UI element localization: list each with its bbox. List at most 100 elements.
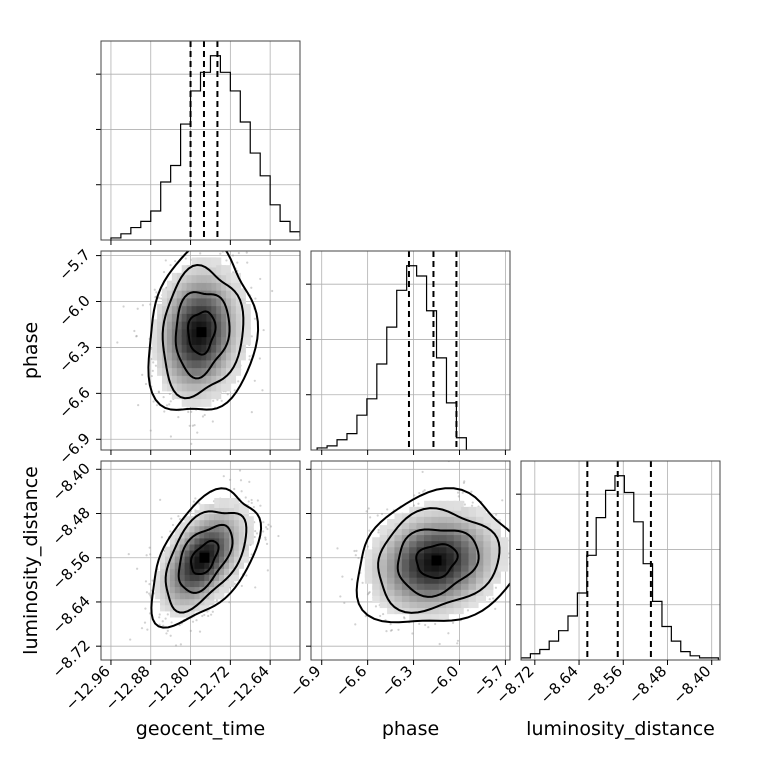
scatter-point — [253, 535, 256, 539]
panel-frame — [310, 460, 511, 661]
scatter-point — [389, 623, 392, 626]
density-cell — [401, 561, 412, 572]
density-peak — [199, 552, 210, 563]
panel-content — [521, 461, 720, 660]
density-cell — [475, 525, 486, 536]
density-cell — [475, 537, 486, 548]
scatter-point — [411, 632, 414, 635]
scatter-point — [152, 400, 155, 403]
scatter-point — [262, 328, 265, 332]
density-cell — [431, 549, 442, 560]
scatter-point — [154, 364, 158, 367]
density-cell — [214, 589, 225, 600]
scatter-point — [148, 582, 151, 586]
scatter-point — [245, 574, 248, 577]
panel-frame — [100, 460, 301, 661]
density-cell — [438, 549, 449, 560]
scatter-point — [380, 512, 384, 516]
density-cell — [475, 531, 486, 542]
scatter-point — [237, 251, 240, 255]
density-cell — [431, 585, 442, 596]
scatter-point — [179, 643, 182, 646]
scatter-point — [158, 616, 161, 619]
density-cell — [461, 555, 472, 566]
scatter-point — [203, 413, 206, 417]
density-cell — [387, 598, 398, 609]
scatter-point — [184, 257, 187, 260]
density-cell — [416, 555, 427, 566]
scatter-point — [266, 527, 269, 531]
y-tick-label: −8.56 — [49, 548, 94, 593]
density-cell — [416, 573, 427, 584]
scatter-point — [277, 534, 280, 538]
scatter-point — [222, 475, 225, 478]
scatter-point — [517, 582, 519, 584]
density-cell — [468, 598, 479, 609]
density-cell — [416, 591, 427, 602]
density-cell — [438, 543, 449, 554]
scatter-point — [157, 391, 161, 394]
scatter-point — [211, 420, 214, 423]
scatter-point — [148, 592, 151, 595]
scatter-point — [220, 246, 222, 248]
x-tick-label: −12.64 — [221, 662, 273, 714]
density-cell — [424, 537, 435, 548]
density-cell — [438, 537, 449, 548]
density-cell — [364, 549, 375, 560]
density-cell — [401, 567, 412, 578]
density-cell — [438, 561, 449, 572]
density-peak — [196, 327, 207, 338]
scatter-point — [189, 629, 192, 633]
scatter-point — [353, 549, 356, 553]
scatter-point — [163, 410, 166, 413]
scatter-point — [261, 389, 264, 392]
scatter-point — [424, 623, 427, 627]
density-cell — [364, 561, 375, 572]
scatter-point — [494, 607, 497, 610]
scatter-point — [402, 616, 406, 619]
scatter-point — [135, 335, 138, 338]
scatter-point — [150, 347, 153, 350]
scatter-point — [269, 525, 273, 528]
scatter-point — [174, 260, 177, 263]
contour-level-3 — [147, 251, 260, 411]
scatter-point — [379, 614, 382, 618]
density-cell — [475, 567, 486, 578]
scatter-point — [355, 549, 358, 552]
density-cell — [238, 546, 249, 557]
density-cell — [498, 543, 509, 554]
panel-content — [311, 461, 545, 660]
density-cell — [431, 567, 442, 578]
scatter-point — [543, 593, 545, 595]
density-cell — [387, 604, 398, 615]
scatter-point — [220, 399, 223, 402]
scatter-point — [456, 639, 460, 642]
scatter-point — [512, 536, 514, 538]
density-cell — [238, 510, 249, 521]
panel-content — [101, 41, 300, 240]
scatter-point — [203, 613, 206, 617]
scatter-point — [233, 389, 236, 392]
density-cell — [409, 555, 420, 566]
x-tick-label: −6.0 — [424, 662, 462, 700]
density-cell — [416, 585, 427, 596]
density-cell — [483, 561, 494, 572]
histogram-panel-phase — [306, 250, 511, 455]
density-cell — [416, 512, 427, 523]
scatter-point — [162, 624, 165, 627]
density-cell — [424, 549, 435, 560]
density-cell — [438, 591, 449, 602]
scatter-point — [160, 536, 164, 539]
scatter-point — [256, 499, 259, 502]
density-cell — [468, 531, 479, 542]
scatter-point — [501, 499, 504, 502]
density-cell — [379, 579, 390, 590]
density-cell — [483, 567, 494, 578]
scatter-point — [403, 617, 406, 620]
density-cell — [453, 506, 464, 517]
panel-frame — [100, 250, 301, 451]
density-cell — [446, 537, 457, 548]
scatter-point — [207, 244, 209, 246]
density-cell — [446, 579, 457, 590]
scatter-point — [210, 613, 213, 616]
